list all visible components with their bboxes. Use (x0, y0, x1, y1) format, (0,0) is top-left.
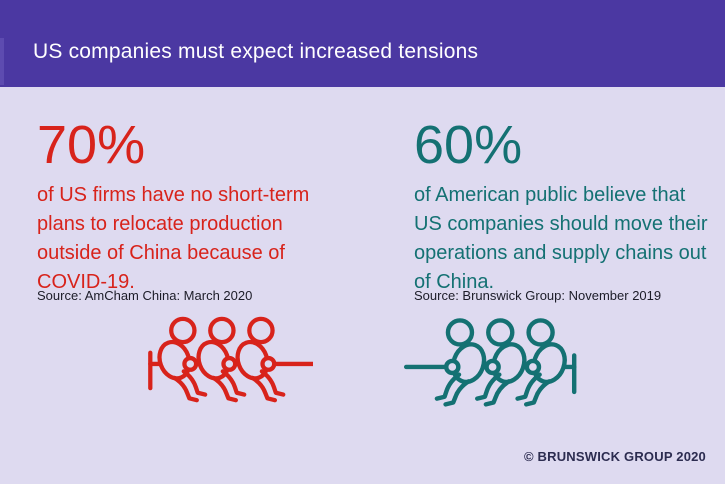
stat-text-line: COVID-19. (37, 271, 135, 293)
stat-text-line: operations and supply chains out (414, 242, 707, 264)
header-bar: US companies must expect increased tensi… (0, 0, 725, 87)
copyright: © BRUNSWICK GROUP 2020 (523, 449, 706, 464)
stat-text-line: outside of China because of (37, 242, 285, 264)
header-accent-strip (0, 38, 4, 85)
stat-value-right: 60% (414, 115, 523, 175)
tug-of-war-teal-team-icon (404, 318, 586, 414)
stat-text-line: of US firms have no short-term (37, 184, 310, 206)
stat-value-left: 70% (37, 115, 146, 175)
stat-text-line: US companies should move their (414, 213, 708, 235)
slide-title: US companies must expect increased tensi… (33, 40, 479, 63)
stat-text-line: of China. (414, 271, 495, 293)
stat-text-right: of American public believe that US compa… (414, 181, 707, 297)
stat-text-line: of American public believe that (414, 184, 686, 206)
tug-of-war-red-team-icon (141, 316, 313, 410)
source-right: Source: Brunswick Group: November 2019 (414, 288, 662, 303)
stat-text-left: of US firms have no short-term plans to … (37, 181, 309, 297)
stat-text-line: plans to relocate production (37, 213, 283, 235)
source-left: Source: AmCham China: March 2020 (37, 288, 253, 303)
